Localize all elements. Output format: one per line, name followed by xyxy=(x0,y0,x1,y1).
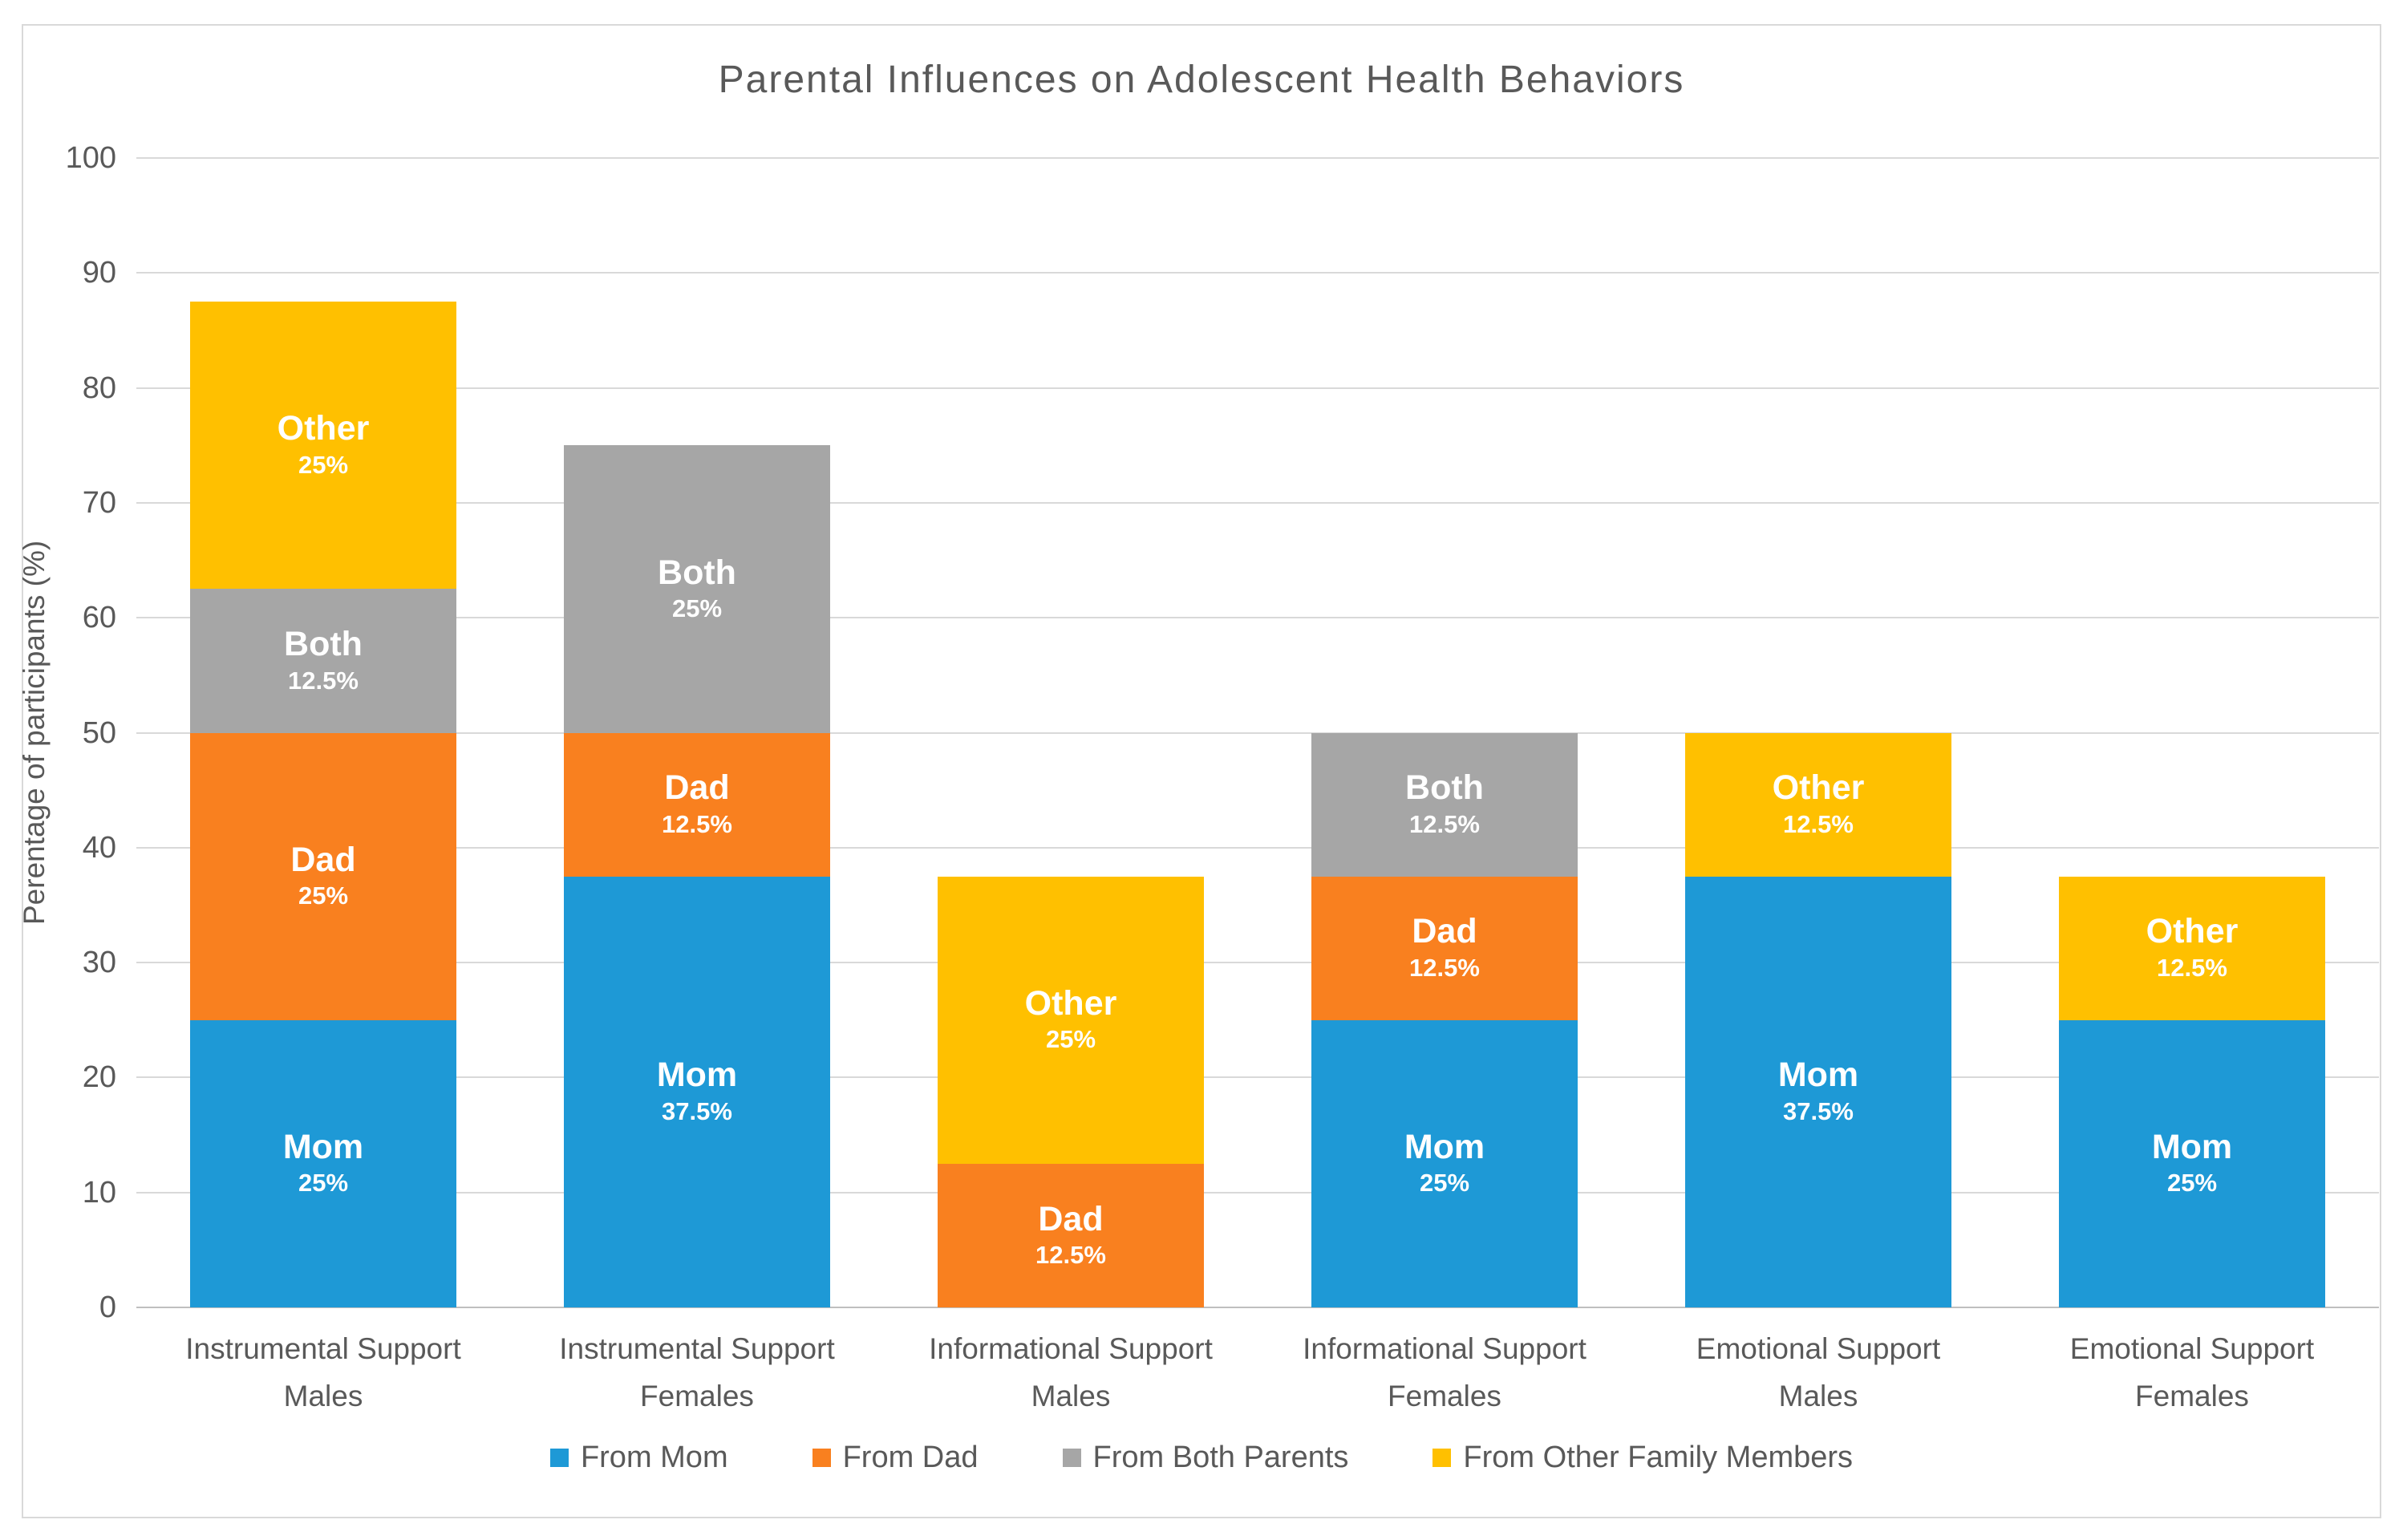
legend-marker-icon xyxy=(1432,1449,1452,1467)
bar-segment-label: Other xyxy=(277,409,370,448)
legend-label: From Both Parents xyxy=(1092,1441,1349,1474)
bar-segment: Mom 25% xyxy=(190,1019,456,1307)
y-tick-label: 100 xyxy=(65,141,116,175)
gridline xyxy=(136,387,2379,389)
plot-area: Mom 25% Dad 25% Both 12.5% Other 25% Mom 37.5% Dad… xyxy=(136,157,2379,1308)
legend-item: From Other Family Members xyxy=(1432,1441,1853,1475)
bar-segment: Mom 25% xyxy=(1311,1019,1578,1307)
bar-segment-label: Mom xyxy=(656,1056,738,1095)
gridline xyxy=(136,962,2379,964)
bar-segment-value: 25% xyxy=(671,594,723,622)
gridline xyxy=(136,501,2379,504)
bar-segment-value: 25% xyxy=(298,1169,349,1198)
y-tick-label: 40 xyxy=(82,830,116,865)
bar-segment-value: 12.5% xyxy=(1035,1241,1106,1269)
y-tick-label: 20 xyxy=(82,1060,116,1095)
gridline xyxy=(136,732,2379,734)
bar-segment-label: Dad xyxy=(664,768,730,808)
bar-segment-label: Both xyxy=(658,553,736,592)
bar-segment-value: 25% xyxy=(298,450,349,479)
bar-segment-label: Mom xyxy=(2151,1128,2233,1166)
bar-segment: Dad 25% xyxy=(190,732,456,1020)
x-category-label: Informational Support Females xyxy=(1303,1332,1586,1413)
bar-segment: Other 25% xyxy=(190,302,456,590)
bar-segment-value: 12.5% xyxy=(1409,809,1480,838)
x-axis-line xyxy=(136,1307,2379,1308)
gridline xyxy=(136,1076,2379,1079)
gridline xyxy=(136,846,2379,849)
bar-segment-value: 25% xyxy=(298,881,349,910)
chart-title: Parental Influences on Adolescent Health… xyxy=(718,59,1685,101)
legend-marker-icon xyxy=(1062,1449,1081,1467)
y-tick-label: 50 xyxy=(82,715,116,750)
bar-segment-label: Other xyxy=(1772,768,1865,808)
bar-segment-label: Mom xyxy=(1777,1056,1859,1095)
bar-segment: Other 12.5% xyxy=(1685,732,1951,877)
legend-item: From Mom xyxy=(549,1441,728,1475)
y-tick-label: 80 xyxy=(82,371,116,405)
bar-segment-label: Mom xyxy=(282,1128,364,1166)
bar-segment-label: Mom xyxy=(1404,1128,1485,1166)
bar-segment-value: 25% xyxy=(2166,1169,2218,1198)
bar-segment-value: 12.5% xyxy=(662,809,732,838)
bar-segment: Other 25% xyxy=(938,876,1204,1164)
bar-segment-value: 12.5% xyxy=(1409,953,1480,982)
x-category-label: Informational Support Males xyxy=(929,1332,1213,1413)
bar-segment-label: Dad xyxy=(1412,912,1477,951)
legend-marker-icon xyxy=(812,1449,831,1467)
bar-segment-label: Other xyxy=(1024,983,1117,1023)
y-axis-tick-labels: 0 10 20 30 40 50 60 70 80 90 100 xyxy=(32,141,116,1324)
bar-segment-value: 37.5% xyxy=(662,1096,732,1125)
gridline xyxy=(136,272,2379,274)
bar-segment: Both 12.5% xyxy=(190,589,456,733)
bar-segment: Dad 12.5% xyxy=(564,732,830,877)
x-category-label: Emotional Support Males xyxy=(1696,1332,1941,1413)
legend-item: From Dad xyxy=(812,1441,979,1475)
x-category-label: Emotional Support Females xyxy=(2069,1332,2315,1413)
bar-segment-value: 37.5% xyxy=(1783,1096,1854,1125)
bar-segment: Both 12.5% xyxy=(1311,732,1578,877)
legend-marker-icon xyxy=(549,1449,569,1467)
bar-segment-label: Both xyxy=(1405,768,1484,808)
bar-segment-value: 12.5% xyxy=(2157,953,2227,982)
y-tick-label: 0 xyxy=(99,1291,116,1324)
bar-segment: Mom 25% xyxy=(2059,1019,2325,1307)
bar-segment-label: Other xyxy=(2146,912,2239,951)
y-tick-label: 10 xyxy=(82,1175,116,1210)
y-tick-label: 70 xyxy=(82,485,116,520)
bar-segment-label: Both xyxy=(284,625,363,664)
bar-segment-value: 25% xyxy=(1045,1025,1096,1054)
bar-segment: Both 25% xyxy=(564,445,830,733)
bar-segment: Dad 12.5% xyxy=(1311,876,1578,1020)
legend-label: From Other Family Members xyxy=(1463,1441,1854,1474)
bar-segment-label: Dad xyxy=(1038,1199,1104,1238)
legend-label: From Mom xyxy=(580,1441,728,1474)
bar-segment: Dad 12.5% xyxy=(938,1163,1204,1307)
x-category-label: Instrumental Support Males xyxy=(185,1332,461,1413)
bar-segment-label: Dad xyxy=(290,840,356,879)
gridline xyxy=(136,157,2379,159)
legend: From Mom From Dad From Both Parents From Ot… xyxy=(0,1441,2403,1475)
bar-segment: Other 12.5% xyxy=(2059,876,2325,1020)
y-tick-label: 60 xyxy=(82,601,116,635)
y-tick-label: 30 xyxy=(82,946,116,980)
bar-segment-value: 12.5% xyxy=(1783,809,1854,838)
bar-segment-value: 12.5% xyxy=(288,666,359,695)
bar-segment: Mom 37.5% xyxy=(1685,876,1951,1307)
bar-segment: Mom 37.5% xyxy=(564,876,830,1307)
bar-segment-value: 25% xyxy=(1419,1169,1470,1198)
gridline xyxy=(136,617,2379,619)
y-tick-label: 90 xyxy=(82,256,116,290)
gridline xyxy=(136,1191,2379,1194)
legend-label: From Dad xyxy=(842,1441,979,1474)
legend-item: From Both Parents xyxy=(1062,1441,1349,1475)
x-category-label: Instrumental Support Females xyxy=(559,1332,835,1413)
